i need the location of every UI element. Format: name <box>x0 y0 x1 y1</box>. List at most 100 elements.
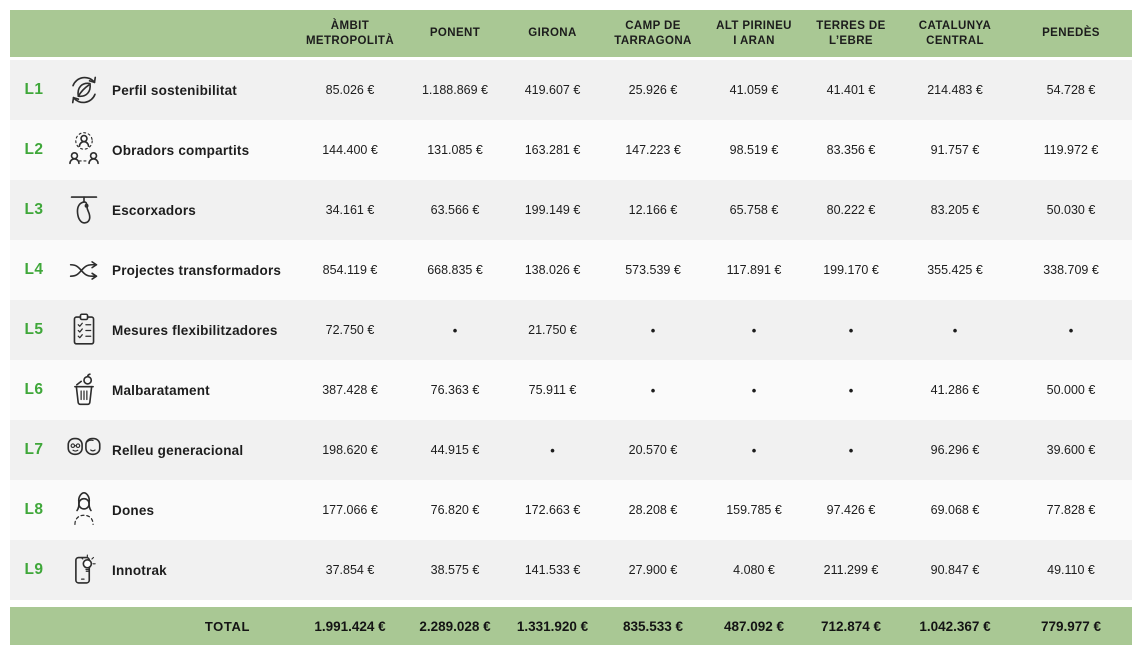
value-cell: 76.363 € <box>430 383 480 397</box>
value-cell: 355.425 € <box>927 263 983 277</box>
row-code: L6 <box>24 381 44 398</box>
value-cell: 72.750 € <box>325 323 375 337</box>
table-row: L1 Perfil sostenibilitat 85.026 € 1.188.869… <box>10 60 1132 120</box>
row-label: Relleu generacional <box>112 442 244 458</box>
value-cell: 338.709 € <box>1043 263 1099 277</box>
value-cell: 141.533 € <box>524 563 581 577</box>
value-cell: 75.911 € <box>528 383 577 397</box>
value-cell: 69.068 € <box>930 503 980 517</box>
value-cell: 50.000 € <box>1046 383 1096 397</box>
value-cell: 214.483 € <box>927 83 983 97</box>
value-cell: 91.757 € <box>930 143 980 157</box>
phone-lightbulb-icon <box>58 549 110 591</box>
value-cell: 41.059 € <box>729 83 779 97</box>
region-column-header: ÀMBIT METROPOLITÀ <box>305 19 395 47</box>
header-gap <box>10 57 1132 60</box>
region-column-header: CATALUNYA CENTRAL <box>918 19 992 47</box>
value-cell: 41.401 € <box>826 83 876 97</box>
value-cell: 85.026 € <box>325 83 375 97</box>
row-label: Perfil sostenibilitat <box>112 82 237 98</box>
table-row: L4 Projectes transformadors 854.119 € 668.8… <box>10 240 1132 300</box>
row-label: Obradors compartits <box>112 142 250 158</box>
empty-value-dot: • <box>848 442 854 458</box>
value-cell: 90.847 € <box>930 563 980 577</box>
funding-by-region-table: ÀMBIT METROPOLITÀ PONENT GIRONA CAMP DE TAR… <box>10 10 1132 645</box>
table-row: L2 Obradors compartits 144.400 € 131.085 € 1… <box>10 120 1132 180</box>
value-cell: 39.600 € <box>1046 443 1096 457</box>
total-gap <box>10 600 1132 607</box>
value-cell: 172.663 € <box>524 503 581 517</box>
table-body: L1 Perfil sostenibilitat 85.026 € 1.188.869… <box>10 60 1132 600</box>
total-value-cell: 1.331.920 € <box>516 618 589 634</box>
value-cell: 98.519 € <box>729 143 779 157</box>
empty-value-dot: • <box>751 322 757 338</box>
row-label: Mesures flexibilitzadores <box>112 322 278 338</box>
value-cell: 37.854 € <box>325 563 375 577</box>
value-cell: 1.188.869 € <box>421 83 489 97</box>
row-code: L4 <box>24 261 44 278</box>
total-value-cell: 2.289.028 € <box>419 618 491 634</box>
value-cell: 34.161 € <box>325 203 375 217</box>
shuffle-arrows-icon <box>58 249 110 291</box>
value-cell: 4.080 € <box>733 563 775 577</box>
value-cell: 119.972 € <box>1043 143 1099 157</box>
value-cell: 138.026 € <box>524 263 581 277</box>
value-cell: 20.570 € <box>628 443 678 457</box>
value-cell: 77.828 € <box>1046 503 1096 517</box>
empty-value-dot: • <box>751 442 757 458</box>
value-cell: 144.400 € <box>322 143 378 157</box>
value-cell: 83.205 € <box>930 203 980 217</box>
value-cell: 76.820 € <box>430 503 480 517</box>
row-code: L2 <box>24 141 44 158</box>
row-label: Malbaratament <box>112 382 210 398</box>
empty-value-dot: • <box>650 322 656 338</box>
region-column-header: TERRES DE L’EBRE <box>816 19 886 47</box>
table-header-row: ÀMBIT METROPOLITÀ PONENT GIRONA CAMP DE TAR… <box>10 10 1132 57</box>
row-label: Innotrak <box>112 562 167 578</box>
row-code: L3 <box>24 201 44 218</box>
total-value-cell: 835.533 € <box>622 618 684 634</box>
row-code: L5 <box>24 321 44 338</box>
sustainability-leaf-cycle-icon <box>58 69 110 111</box>
value-cell: 41.286 € <box>930 383 980 397</box>
value-cell: 21.750 € <box>528 323 577 337</box>
value-cell: 163.281 € <box>524 143 581 157</box>
total-value-cell: 1.042.367 € <box>919 618 991 634</box>
value-cell: 50.030 € <box>1046 203 1096 217</box>
table-row: L8 Dones 177.066 € 76.820 € 172.663 € 28.208 … <box>10 480 1132 540</box>
value-cell: 63.566 € <box>430 203 480 217</box>
empty-value-dot: • <box>952 322 958 338</box>
value-cell: 199.149 € <box>524 203 581 217</box>
total-label: TOTAL <box>204 618 250 634</box>
value-cell: 211.299 € <box>823 563 879 577</box>
value-cell: 49.110 € <box>1047 563 1095 577</box>
checklist-clipboard-icon <box>58 309 110 351</box>
empty-value-dot: • <box>848 322 854 338</box>
region-column-header: PONENT <box>429 27 481 40</box>
empty-value-dot: • <box>650 382 656 398</box>
empty-value-dot: • <box>452 322 458 338</box>
value-cell: 131.085 € <box>427 143 483 157</box>
total-value-cell: 1.991.424 € <box>314 618 386 634</box>
total-row: TOTAL 1.991.424 € 2.289.028 € 1.331.920 € 8… <box>10 607 1132 645</box>
value-cell: 54.728 € <box>1046 83 1096 97</box>
value-cell: 854.119 € <box>322 263 378 277</box>
empty-value-dot: • <box>1068 322 1074 338</box>
empty-value-dot: • <box>751 382 757 398</box>
row-label: Escorxadors <box>112 202 196 218</box>
row-label: Projectes transformadors <box>112 262 282 278</box>
total-value-cell: 779.977 € <box>1040 618 1102 634</box>
value-cell: 97.426 € <box>826 503 876 517</box>
table-row: L6 Malbaratament 387.428 € 76.363 € 75.911 €… <box>10 360 1132 420</box>
woman-icon <box>58 489 110 531</box>
region-column-header: GIRONA <box>528 27 577 40</box>
value-cell: 83.356 € <box>826 143 876 157</box>
value-cell: 177.066 € <box>322 503 378 517</box>
row-code: L8 <box>24 501 44 518</box>
table-row: L7 Relleu generacional 198.620 € 44.915 € • 2… <box>10 420 1132 480</box>
value-cell: 387.428 € <box>322 383 378 397</box>
region-column-header: PENEDÈS <box>1042 27 1100 40</box>
row-code: L9 <box>24 561 44 578</box>
row-code: L1 <box>24 81 44 98</box>
region-column-header: CAMP DE TARRAGONA <box>614 19 692 47</box>
